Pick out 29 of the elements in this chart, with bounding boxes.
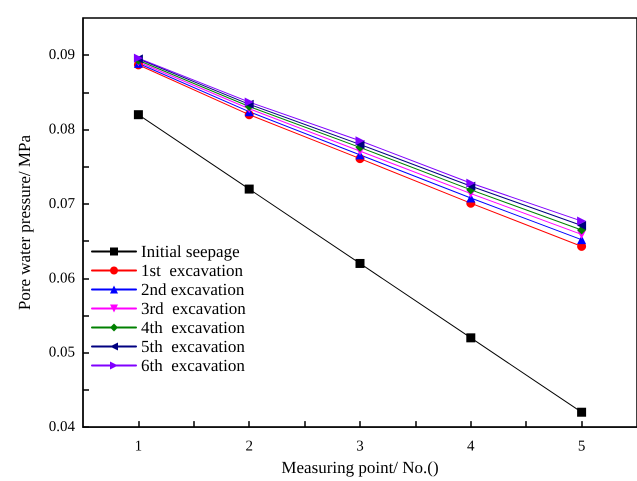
legend-label: 5th excavation <box>141 337 246 356</box>
x-tick-label: 2 <box>245 438 253 455</box>
y-tick-label: 0.04 <box>48 419 76 436</box>
x-tick-label: 3 <box>356 438 364 455</box>
legend-label: 1st excavation <box>141 261 244 280</box>
point <box>466 333 476 342</box>
x-tick-label: 5 <box>578 438 586 455</box>
y-tick-label: 0.09 <box>48 47 75 64</box>
x-tick-label: 4 <box>467 438 476 455</box>
point <box>577 408 586 417</box>
point <box>577 221 586 230</box>
point <box>577 216 586 226</box>
point <box>356 258 364 268</box>
point <box>356 136 364 146</box>
point <box>244 184 254 194</box>
x-tick-label: 1 <box>134 438 142 455</box>
legend-label: 2nd excavation <box>141 280 245 299</box>
legend-label: 3rd excavation <box>141 299 246 318</box>
y-tick-label: 0.06 <box>48 270 76 286</box>
y-tick-label: 0.08 <box>48 122 75 138</box>
legend-label: 4th excavation <box>141 318 246 337</box>
legend-label: Initial seepage <box>141 242 240 261</box>
legend-label: 6th excavation <box>141 356 246 375</box>
point <box>466 178 476 188</box>
y-axis-title: Pore water pressure/ MPa <box>15 134 34 310</box>
point <box>134 110 143 120</box>
y-tick-label: 0.07 <box>48 196 76 212</box>
x-axis-title: Measuring point/ No.() <box>281 458 439 477</box>
y-tick-label: 0.05 <box>48 344 75 361</box>
